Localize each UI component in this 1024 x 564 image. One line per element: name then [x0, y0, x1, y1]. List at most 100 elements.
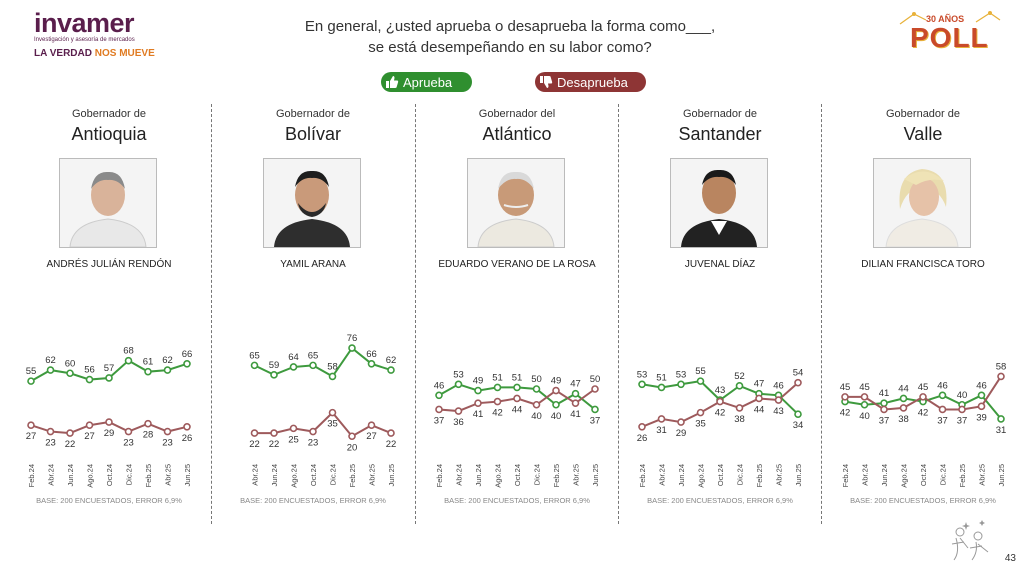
panel-valle: Gobernador de Valle DILIAN FRANCISCA TOR…: [821, 108, 1024, 528]
governor-photo: [670, 158, 768, 248]
data-label: 23: [308, 438, 319, 449]
x-tick-label: Oct.24: [716, 464, 725, 486]
x-tick-label: Feb.25: [144, 464, 153, 487]
legend-disapprove-label: Desaprueba: [557, 74, 628, 90]
logo-tagline-b: NOS MUEVE: [94, 48, 155, 59]
x-tick-label: Abr.24: [658, 464, 667, 486]
data-label: 35: [695, 419, 706, 430]
data-point-aprueba: [493, 383, 502, 392]
data-label: 22: [386, 439, 397, 450]
sample-base-note: BASE: 200 ENCUESTADOS, ERROR 6,9%: [240, 496, 386, 505]
sample-base-note: BASE: 200 ENCUESTADOS, ERROR 6,9%: [647, 496, 793, 505]
x-tick-label: Jun.25: [387, 464, 396, 487]
x-tick-label: Abr.25: [775, 464, 784, 486]
data-label: 23: [123, 438, 134, 449]
x-tick-label: Oct.24: [105, 464, 114, 486]
data-label: 41: [570, 409, 581, 420]
data-point-aprueba: [163, 366, 172, 374]
data-point-aprueba: [794, 410, 802, 418]
x-tick-label: Jun.25: [997, 464, 1006, 487]
data-point-aprueba: [938, 391, 947, 400]
data-point-desaprueba: [27, 421, 35, 430]
x-tick-label: Jun.24: [474, 464, 483, 487]
x-tick-label: Jun.24: [270, 464, 279, 487]
logo-subtitle: Investigación y asesoría de mercados: [34, 37, 135, 43]
data-point-aprueba: [677, 380, 685, 389]
data-point-aprueba: [289, 363, 298, 371]
data-point-desaprueba: [46, 427, 55, 436]
data-label: 23: [162, 438, 173, 449]
logo-name: invamer: [34, 8, 135, 38]
data-label: 37: [590, 415, 601, 426]
data-point-desaprueba: [997, 372, 1005, 381]
panel-santander: Gobernador de Santander JUVENAL DÍAZ 53 5…: [618, 108, 822, 528]
data-point-aprueba: [85, 375, 94, 384]
data-point-desaprueba: [552, 386, 560, 395]
data-label: 23: [45, 438, 56, 449]
data-point-desaprueba: [774, 396, 783, 404]
data-label: 27: [84, 431, 95, 442]
data-label: 42: [840, 408, 851, 419]
data-label: 61: [143, 357, 154, 368]
data-point-desaprueba: [696, 408, 705, 417]
data-label: 46: [937, 380, 948, 391]
x-tick-label: Jun.24: [66, 464, 75, 487]
data-point-aprueba: [46, 366, 55, 374]
data-point-aprueba: [144, 367, 152, 376]
data-label: 36: [453, 417, 464, 428]
x-tick-label: Ago.24: [290, 464, 299, 488]
data-label: 52: [734, 371, 745, 382]
data-point-desaprueba: [880, 405, 888, 414]
data-point-desaprueba: [677, 418, 685, 426]
legend-approve: Aprueba: [381, 72, 472, 92]
data-label: 40: [957, 390, 968, 401]
thumbs-up-icon: [386, 76, 399, 88]
data-point-desaprueba: [657, 415, 666, 423]
trend-chart: 42 40 41 44 42 46 40 46 31 45 45 37 38 45 37 37 39 58 Feb.…: [840, 361, 1007, 487]
data-label: 59: [269, 360, 280, 371]
data-point-desaprueba: [144, 419, 152, 428]
data-label: 27: [366, 431, 377, 442]
governor-name: DILIAN FRANCISCA TORO: [861, 259, 985, 270]
data-label: 29: [104, 428, 115, 439]
data-label: 45: [918, 382, 929, 393]
data-label: 22: [269, 439, 280, 450]
panel-divider: [821, 104, 822, 524]
data-label: 65: [308, 350, 319, 361]
data-label: 54: [793, 368, 804, 379]
data-point-desaprueba: [289, 424, 298, 433]
page-number: 43: [1004, 553, 1016, 564]
data-point-aprueba: [105, 374, 113, 382]
data-label: 37: [879, 415, 890, 426]
data-point-aprueba: [657, 383, 666, 392]
data-label: 43: [773, 406, 784, 417]
x-tick-label: Oct.24: [309, 464, 318, 486]
data-point-aprueba: [328, 372, 337, 381]
data-label: 45: [859, 382, 870, 393]
data-point-aprueba: [532, 385, 541, 393]
data-label: 46: [773, 380, 784, 391]
x-tick-label: Feb.24: [841, 464, 850, 487]
data-label: 57: [104, 363, 115, 374]
data-point-desaprueba: [163, 427, 172, 436]
x-tick-label: Ago.24: [494, 464, 503, 488]
data-point-desaprueba: [454, 407, 463, 415]
data-point-aprueba: [435, 391, 443, 400]
data-point-desaprueba: [474, 399, 482, 407]
data-label: 42: [918, 408, 929, 419]
data-label: 66: [182, 349, 193, 360]
x-tick-label: Abr.24: [251, 464, 260, 486]
sample-base-note: BASE: 200 ENCUESTADOS, ERROR 6,9%: [36, 496, 182, 505]
x-tick-label: Feb.25: [552, 464, 561, 487]
data-point-aprueba: [997, 415, 1005, 423]
data-point-desaprueba: [348, 432, 356, 441]
data-point-desaprueba: [977, 402, 986, 411]
data-point-aprueba: [454, 380, 463, 389]
data-label: 50: [590, 374, 601, 385]
data-point-desaprueba: [309, 427, 317, 436]
x-tick-label: Feb.24: [435, 464, 444, 487]
x-tick-label: Oct.24: [513, 464, 522, 486]
x-tick-label: Jun.24: [677, 464, 686, 487]
data-label: 65: [249, 350, 260, 361]
data-label: 25: [288, 434, 299, 445]
